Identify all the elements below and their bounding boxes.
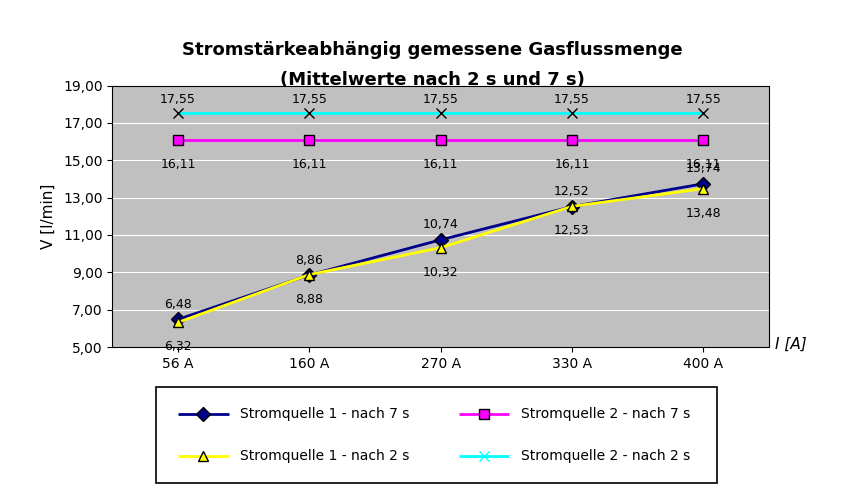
FancyBboxPatch shape [156,387,717,483]
Text: Stromquelle 2 - nach 7 s: Stromquelle 2 - nach 7 s [520,407,689,421]
Text: 17,55: 17,55 [291,93,327,106]
Text: 6,48: 6,48 [164,298,192,311]
Text: 12,52: 12,52 [554,185,590,198]
Text: Stromquelle 1 - nach 2 s: Stromquelle 1 - nach 2 s [239,449,410,463]
Text: 13,48: 13,48 [685,207,721,220]
Y-axis label: V [l/min]: V [l/min] [41,184,56,249]
Text: 17,55: 17,55 [554,93,590,106]
Text: Stromquelle 1 - nach 7 s: Stromquelle 1 - nach 7 s [239,407,410,421]
Text: (Mittelwerte nach 2 s und 7 s): (Mittelwerte nach 2 s und 7 s) [280,71,584,90]
Text: 10,32: 10,32 [422,266,459,279]
Text: 16,11: 16,11 [685,157,721,171]
Text: 17,55: 17,55 [422,93,459,106]
Text: 10,74: 10,74 [422,218,459,231]
Text: 8,86: 8,86 [295,254,323,267]
Text: 16,11: 16,11 [160,157,196,171]
Text: 12,53: 12,53 [554,224,590,237]
Text: 17,55: 17,55 [685,93,721,106]
Text: I [A]: I [A] [775,337,806,352]
Text: 16,11: 16,11 [422,157,459,171]
Text: 16,11: 16,11 [554,157,590,171]
Text: 16,11: 16,11 [291,157,327,171]
Text: 6,32: 6,32 [164,341,192,354]
Text: Stromstärkeabhängig gemessene Gasflussmenge: Stromstärkeabhängig gemessene Gasflussme… [181,41,683,59]
Text: 8,88: 8,88 [295,293,323,306]
Text: Stromquelle 2 - nach 2 s: Stromquelle 2 - nach 2 s [520,449,689,463]
Text: 13,74: 13,74 [685,162,721,176]
Text: 17,55: 17,55 [160,93,196,106]
